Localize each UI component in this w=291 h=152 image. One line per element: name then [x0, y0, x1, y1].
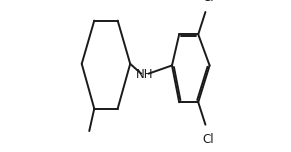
- Text: NH: NH: [136, 68, 153, 81]
- Text: Cl: Cl: [202, 0, 214, 4]
- Text: Cl: Cl: [202, 133, 214, 146]
